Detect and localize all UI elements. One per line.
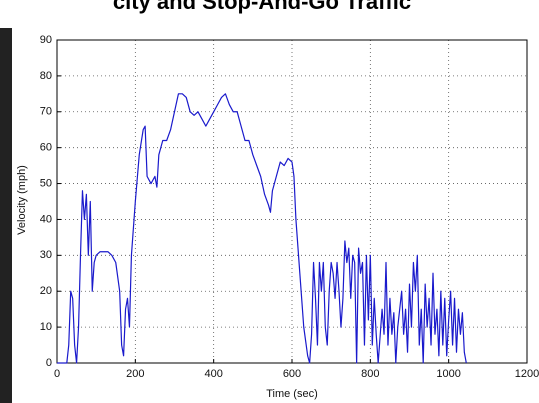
y-tick-label: 50: [40, 177, 52, 189]
velocity-line: [57, 93, 467, 364]
x-tick-label: 1200: [515, 368, 539, 380]
y-axis-label: Velocity (mph): [16, 165, 28, 235]
y-tick-label: 90: [40, 34, 52, 46]
y-tick-label: 20: [40, 285, 52, 297]
y-tick-label: 40: [40, 213, 52, 225]
y-tick-label: 0: [46, 357, 52, 369]
y-tick-label: 60: [40, 142, 52, 154]
plot-frame: [56, 39, 528, 364]
side-strip: [0, 28, 12, 403]
x-tick-label: 800: [361, 368, 379, 380]
x-tick-label: 400: [204, 368, 222, 380]
x-tick-label: 1000: [436, 368, 460, 380]
x-tick-label: 600: [283, 368, 301, 380]
y-tick-label: 30: [40, 249, 52, 261]
x-tick-label: 200: [126, 368, 144, 380]
x-tick-label: 0: [54, 368, 60, 380]
chart-title: city and Stop-And-Go Traffic: [113, 0, 411, 14]
y-tick-label: 10: [40, 321, 52, 333]
y-tick-label: 70: [40, 106, 52, 118]
x-axis-label: Time (sec): [266, 388, 318, 400]
y-tick-label: 80: [40, 70, 52, 82]
